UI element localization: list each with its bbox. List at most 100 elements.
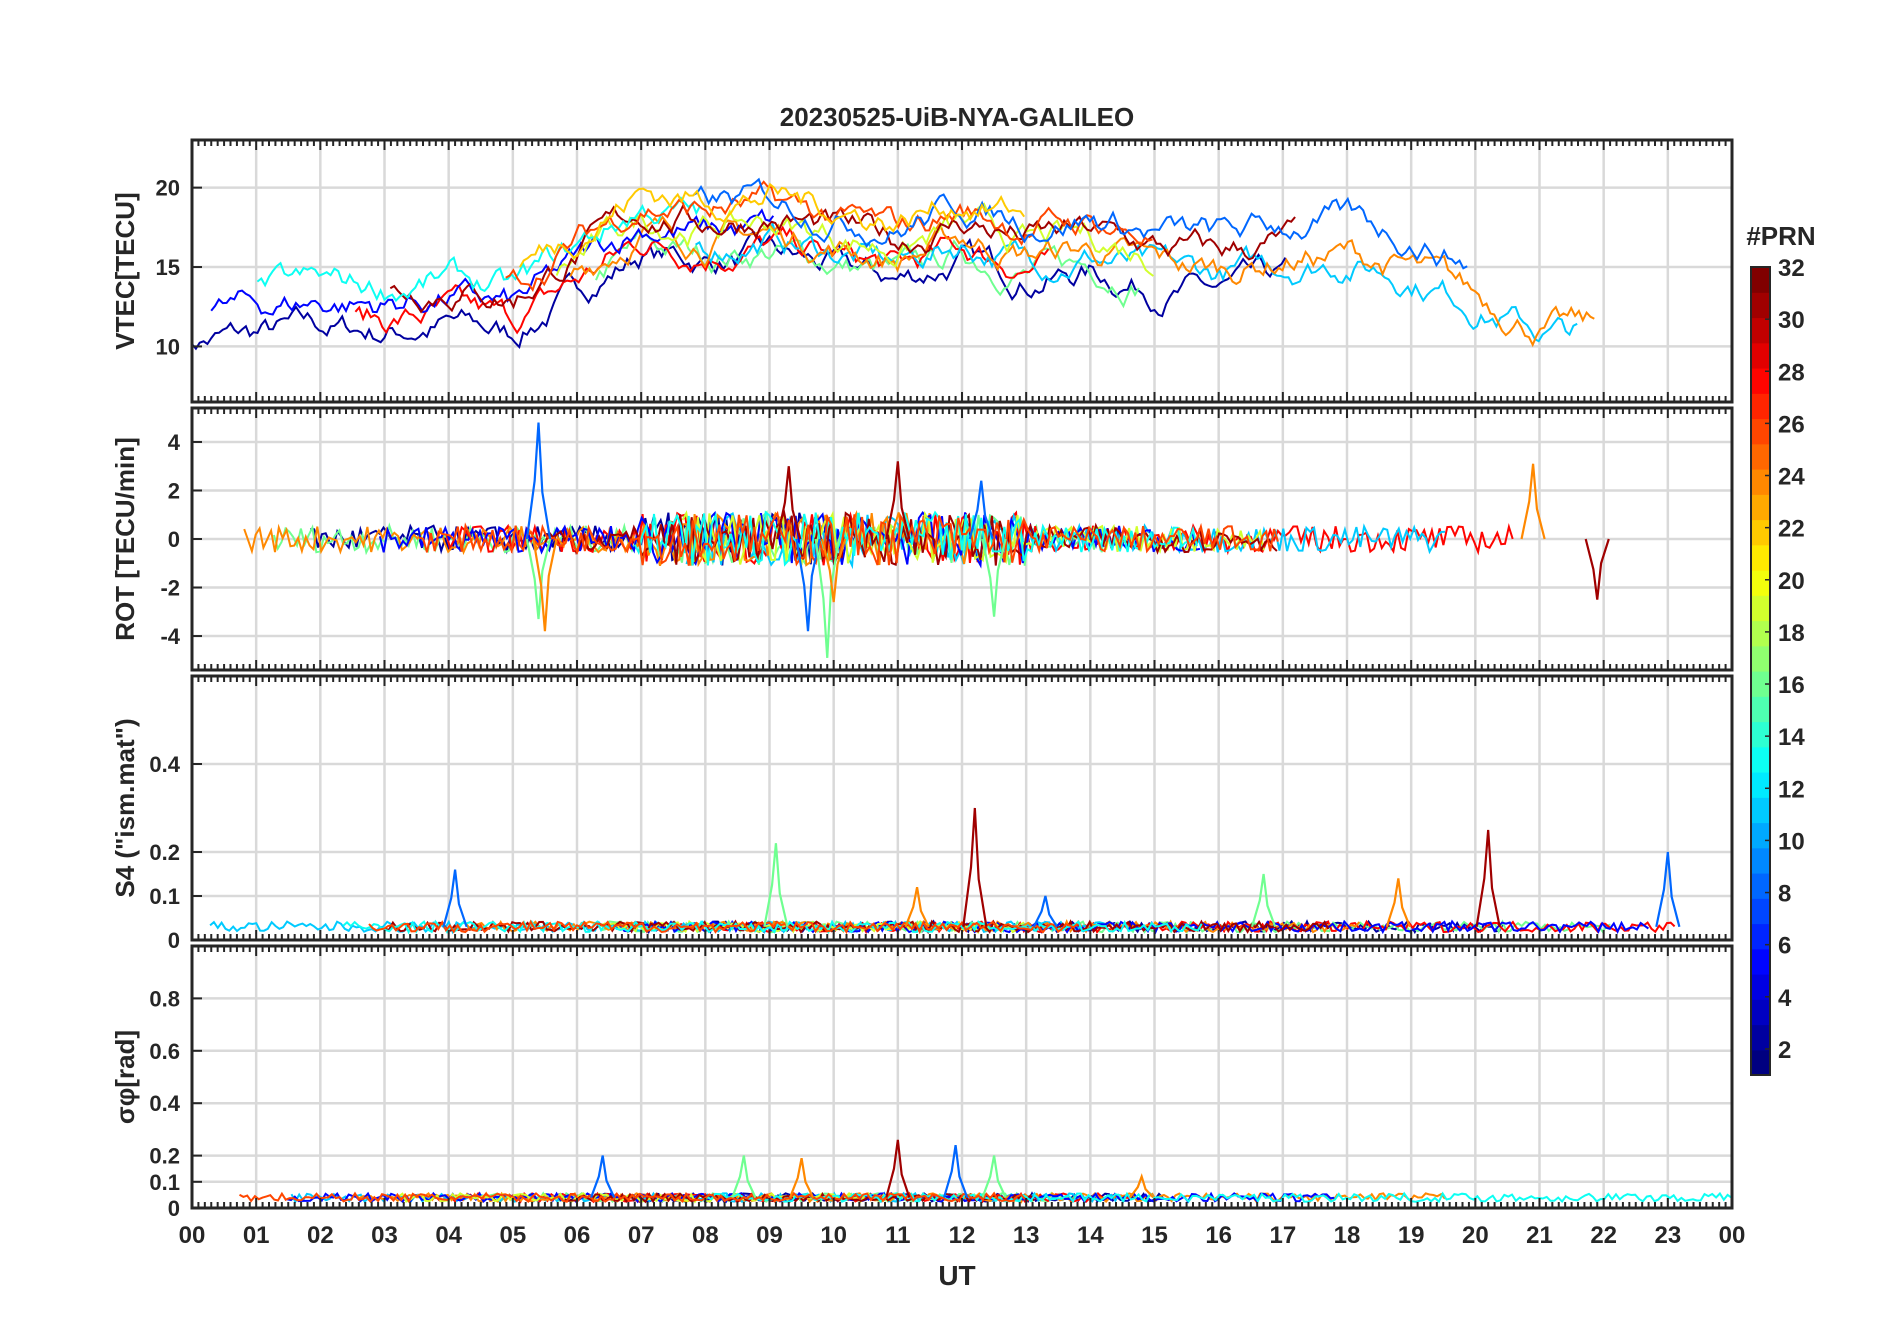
colorbar-segment	[1751, 999, 1770, 1026]
colorbar-tick-label: 8	[1778, 881, 1791, 908]
x-tick-label: 21	[1526, 1222, 1553, 1249]
colorbar-tick-label: 14	[1778, 724, 1805, 751]
series-peak	[1385, 878, 1411, 928]
x-tick-label: 05	[499, 1222, 526, 1249]
y-tick-label: -4	[160, 624, 180, 649]
colorbar-segment	[1751, 898, 1770, 925]
y-tick-label: 0.1	[149, 1170, 180, 1195]
x-tick-label: 23	[1654, 1222, 1681, 1249]
x-tick-label: 00	[1719, 1222, 1746, 1249]
series-peak	[1129, 1173, 1155, 1199]
x-tick-label: 19	[1398, 1222, 1425, 1249]
series-line	[210, 208, 775, 316]
colorbar-segment	[1751, 645, 1770, 672]
series-line	[544, 508, 1278, 566]
colorbar-segment	[1751, 847, 1770, 874]
y-tick-label: 4	[168, 430, 181, 455]
x-tick-label: 08	[692, 1222, 719, 1249]
series-peak	[789, 1158, 815, 1199]
series-peak	[1520, 463, 1546, 540]
colorbar-segment	[1751, 595, 1770, 622]
y-tick-label: 0.4	[149, 1091, 180, 1116]
series-line	[692, 177, 1468, 270]
panel-s4: 0 0.1 0.2 0.4 S4 ("ism.mat")	[110, 674, 1734, 953]
colorbar-segment	[1751, 1049, 1770, 1076]
colorbar-tick-label: 10	[1778, 828, 1805, 855]
y-tick-label: 0.2	[149, 1144, 180, 1169]
series-peak	[532, 538, 558, 632]
colorbar-segment	[1751, 317, 1770, 344]
x-tick-label: 07	[628, 1222, 655, 1249]
series-peak	[885, 1139, 911, 1198]
series-peak	[590, 1155, 616, 1198]
series-peak	[442, 869, 468, 928]
series-line	[368, 919, 1079, 935]
colorbar-segment	[1751, 469, 1770, 495]
colorbar-segment	[1751, 342, 1770, 369]
panel-vtec: 10 15 20 VTEC[TECU]	[110, 138, 1734, 404]
colorbar-segment	[1751, 443, 1770, 470]
y-tick-label: 0.4	[149, 752, 180, 777]
colorbar-segment	[1751, 822, 1770, 849]
colorbar-segment	[1751, 620, 1770, 647]
series-line	[569, 215, 1595, 348]
series-peak	[885, 461, 911, 540]
colorbar-segment	[1751, 1024, 1770, 1051]
series-line	[354, 225, 1050, 335]
y-tick-label: -2	[160, 576, 180, 601]
colorbar-tick-label: 4	[1778, 985, 1792, 1012]
colorbar-tick-label: 22	[1778, 516, 1805, 543]
x-tick-label: 14	[1077, 1222, 1104, 1249]
series-peak	[731, 1155, 757, 1198]
series-peak	[1655, 851, 1681, 928]
y-tick-label: 10	[156, 334, 180, 359]
x-tick-label: 13	[1013, 1222, 1040, 1249]
x-tick-label: 16	[1205, 1222, 1232, 1249]
series-peak	[1032, 895, 1058, 928]
colorbar-segment	[1751, 494, 1770, 521]
x-tick-label: 17	[1269, 1222, 1296, 1249]
colorbar-segment	[1751, 368, 1770, 394]
colorbar-tick-label: 32	[1778, 255, 1805, 282]
colorbar-tick-label: 28	[1778, 359, 1805, 386]
colorbar-segment	[1751, 393, 1770, 420]
colorbar-segment	[1751, 797, 1770, 824]
colorbar-segment	[1751, 696, 1770, 723]
y-tick-label: 2	[168, 478, 180, 503]
colorbar-tick-label: 20	[1778, 568, 1805, 595]
series-peak	[942, 1144, 969, 1198]
series-line	[385, 919, 1330, 935]
y-tick-label: 0	[168, 928, 180, 953]
colorbar-frame	[1750, 266, 1771, 1076]
series-peak	[1475, 829, 1501, 928]
y-tick-label: 20	[156, 176, 180, 201]
series-peak	[1250, 873, 1277, 928]
colorbar-segment	[1751, 519, 1770, 546]
series-peak	[1584, 538, 1610, 600]
y-axis-label: S4 ("ism.mat")	[110, 718, 140, 897]
y-tick-label: 0.6	[149, 1039, 180, 1064]
series-peak	[981, 538, 1007, 617]
series-line	[256, 196, 702, 303]
series-line	[505, 180, 1153, 292]
colorbar-segment	[1751, 418, 1770, 445]
series-line	[519, 182, 1026, 268]
colorbar-tick-label: 18	[1778, 620, 1805, 647]
colorbar-tick-label: 16	[1778, 672, 1805, 699]
x-tick-label: 04	[435, 1222, 462, 1249]
x-tick-label: 12	[949, 1222, 976, 1249]
colorbar-segment	[1751, 772, 1770, 798]
x-tick-label: 11	[885, 1222, 910, 1249]
series-peak	[795, 538, 821, 632]
series-line	[378, 510, 1201, 569]
colorbar-tick-label: 26	[1778, 411, 1805, 438]
colorbar-segment	[1751, 746, 1770, 773]
x-tick-label: 01	[243, 1222, 270, 1249]
series-line	[699, 1191, 1732, 1204]
series-line	[239, 1191, 1026, 1204]
colorbar-segment	[1751, 974, 1770, 1000]
series-line	[633, 510, 1198, 567]
